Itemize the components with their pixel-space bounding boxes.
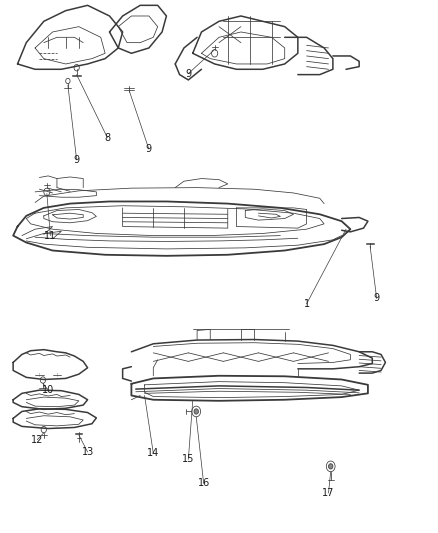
Text: 9: 9: [374, 294, 380, 303]
Circle shape: [194, 409, 198, 414]
Text: 13: 13: [81, 447, 94, 457]
Text: 14: 14: [147, 448, 159, 458]
Text: 17: 17: [322, 488, 335, 498]
Text: 11: 11: [44, 231, 57, 240]
Text: 9: 9: [146, 144, 152, 154]
Text: 10: 10: [42, 385, 54, 395]
Text: 8: 8: [104, 133, 110, 142]
Text: 1: 1: [304, 299, 310, 309]
Text: 15: 15: [182, 455, 194, 464]
Circle shape: [328, 464, 333, 469]
Text: 12: 12: [31, 435, 43, 445]
Text: 9: 9: [185, 69, 191, 78]
Text: 16: 16: [198, 479, 210, 488]
Text: 9: 9: [74, 155, 80, 165]
